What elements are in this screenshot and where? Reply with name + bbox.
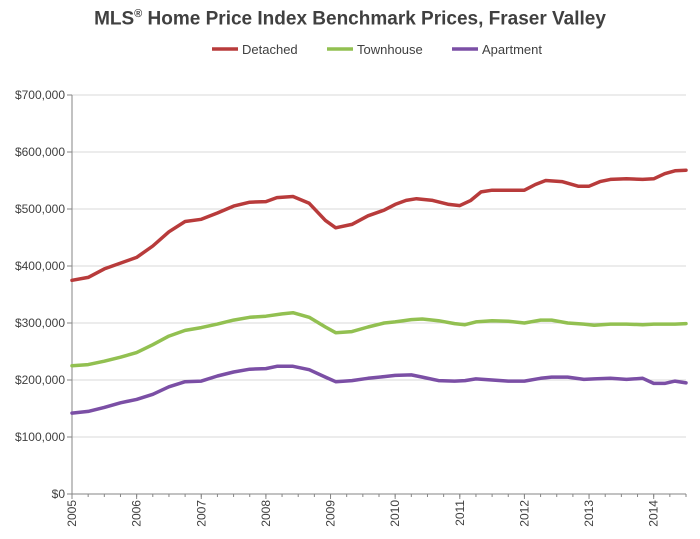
x-tick-label: 2013 [582,500,596,527]
x-tick-label: 2012 [517,500,531,527]
series-lines [70,168,688,415]
legend-label-apartment: Apartment [482,42,542,57]
x-axis-tick-labels: 2005 2006 2007 2008 2009 2010 2011 2012 2013 2014 [65,500,661,527]
x-tick-label: 2009 [324,500,338,527]
x-tick-label: 2006 [130,500,144,527]
x-tick-label: 2010 [388,500,402,527]
y-tick-label: $300,000 [15,316,65,330]
y-tick-label: $600,000 [15,145,65,159]
series-line-detached [70,168,688,283]
axes [67,94,687,499]
x-tick-label: 2008 [259,500,273,527]
x-tick-label: 2005 [65,500,79,527]
series-line-apartment [70,364,688,415]
y-tick-label: $0 [52,487,66,501]
legend-label-detached: Detached [242,42,298,57]
y-tick-label: $200,000 [15,373,65,387]
y-tick-label: $500,000 [15,202,65,216]
x-tick-label: 2011 [453,500,467,526]
y-tick-label: $400,000 [15,259,65,273]
legend: Detached Townhouse Apartment [212,42,542,57]
y-tick-label: $700,000 [15,88,65,102]
series-line-townhouse [70,310,688,368]
y-axis-tick-labels: $0 $100,000 $200,000 $300,000 $400,000 $500,0… [15,88,65,501]
legend-label-townhouse: Townhouse [357,42,423,57]
y-tick-label: $100,000 [15,430,65,444]
gridlines [72,94,686,438]
x-tick-label: 2014 [647,500,661,527]
chart-title: MLS® Home Price Index Benchmark Prices, … [94,8,606,30]
x-tick-label: 2007 [194,500,208,527]
